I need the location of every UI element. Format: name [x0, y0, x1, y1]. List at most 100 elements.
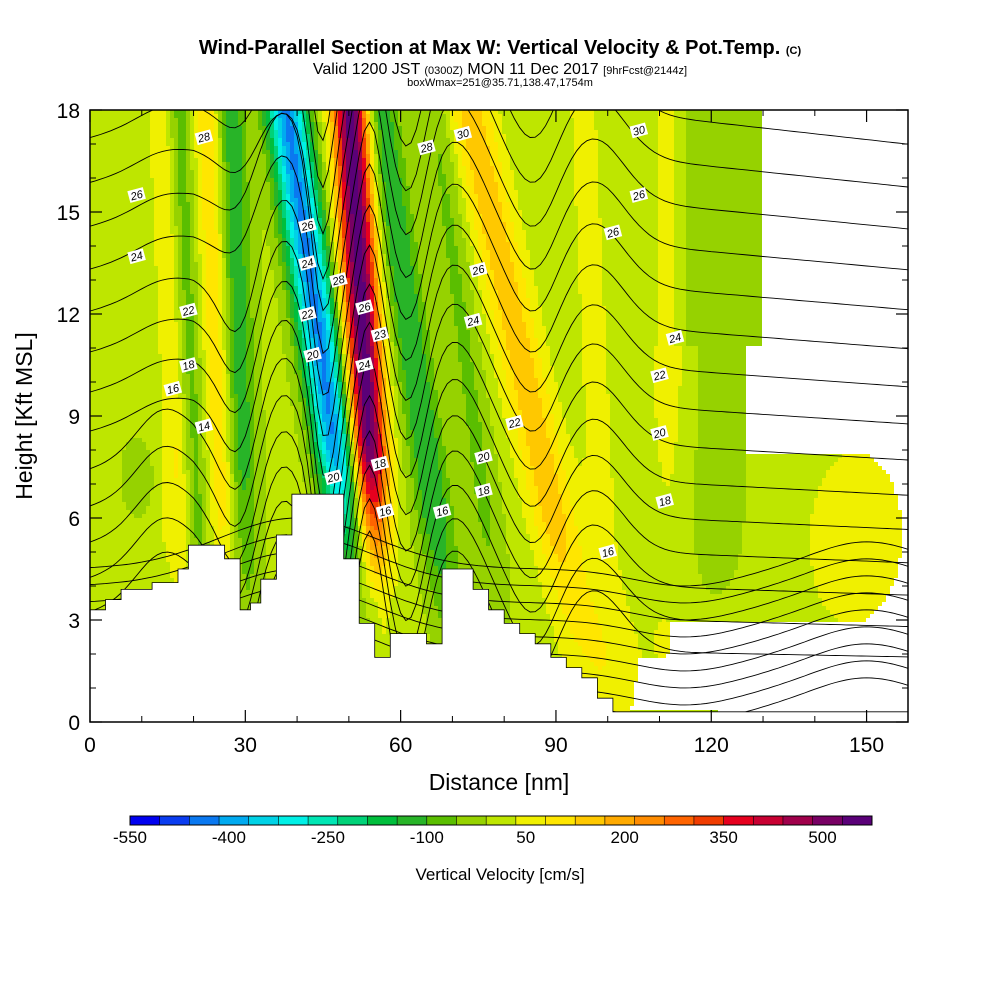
field-cell — [578, 254, 602, 258]
field-cell — [322, 114, 326, 118]
field-cell — [166, 126, 170, 130]
field-cell — [658, 146, 674, 150]
field-cell — [658, 302, 674, 306]
copyright-mark: (C) — [785, 45, 802, 57]
field-cell — [222, 230, 226, 234]
field-cell — [326, 442, 338, 446]
field-cell — [318, 346, 322, 350]
field-cell — [474, 258, 482, 262]
field-cell — [246, 386, 254, 390]
field-cell — [498, 142, 506, 146]
field-cell — [494, 270, 514, 274]
field-cell — [182, 278, 190, 282]
field-cell — [290, 230, 294, 234]
field-cell — [318, 410, 322, 414]
field-cell — [282, 158, 286, 162]
field-cell — [450, 266, 458, 270]
field-cell — [266, 126, 270, 130]
field-cell — [434, 358, 458, 362]
field-cell — [514, 426, 526, 430]
field-cell — [154, 234, 174, 238]
field-cell — [230, 402, 234, 406]
field-cell — [218, 322, 222, 326]
field-cell — [490, 258, 510, 262]
field-cell — [586, 430, 610, 434]
field-cell — [190, 426, 198, 430]
field-cell — [226, 274, 230, 278]
field-cell — [438, 390, 462, 394]
field-cell — [522, 274, 534, 278]
field-cell — [434, 378, 462, 382]
field-cell — [334, 306, 338, 310]
field-cell — [314, 130, 318, 134]
field-cell — [394, 430, 402, 434]
field-cell — [178, 290, 186, 294]
field-cell — [354, 402, 358, 406]
field-cell — [242, 158, 246, 162]
field-cell — [378, 214, 382, 218]
field-cell — [390, 410, 394, 414]
field-cell — [214, 166, 218, 170]
field-cell — [362, 422, 366, 426]
field-cell — [498, 394, 510, 398]
field-cell — [326, 274, 330, 278]
field-cell — [318, 110, 322, 114]
field-cell — [298, 302, 302, 306]
field-cell — [190, 150, 194, 154]
field-cell — [442, 222, 454, 226]
field-cell — [350, 246, 354, 250]
field-cell — [254, 406, 262, 410]
field-cell — [222, 430, 226, 434]
field-cell — [202, 142, 214, 146]
field-cell — [238, 402, 250, 406]
field-cell — [458, 190, 462, 194]
field-cell — [386, 430, 390, 434]
field-cell — [302, 286, 306, 290]
field-cell — [382, 258, 386, 262]
field-cell — [290, 394, 298, 398]
field-cell — [498, 306, 522, 310]
field-cell — [362, 414, 366, 418]
field-cell — [406, 438, 414, 442]
field-cell — [306, 110, 310, 114]
field-cell — [382, 210, 386, 214]
field-cell — [654, 374, 682, 378]
field-cell — [326, 334, 330, 338]
field-cell — [534, 366, 542, 370]
field-cell — [190, 406, 198, 410]
field-cell — [266, 178, 274, 182]
field-cell — [206, 266, 218, 270]
field-cell — [334, 338, 338, 342]
field-cell — [306, 198, 310, 202]
field-cell — [218, 178, 222, 182]
field-cell — [354, 418, 358, 422]
field-cell — [226, 410, 230, 414]
field-cell — [226, 190, 230, 194]
field-cell — [462, 182, 466, 186]
field-cell — [174, 298, 178, 302]
field-cell — [654, 346, 682, 350]
field-cell — [90, 350, 158, 354]
field-cell — [482, 366, 494, 370]
field-cell — [266, 134, 270, 138]
field-cell — [370, 334, 374, 338]
field-cell — [270, 166, 274, 170]
field-cell — [578, 258, 602, 262]
field-cell — [434, 422, 442, 426]
field-cell — [254, 438, 266, 442]
field-cell — [174, 254, 178, 258]
field-cell — [202, 274, 206, 278]
field-cell — [262, 326, 282, 330]
field-cell — [162, 378, 178, 382]
field-cell — [362, 178, 366, 182]
field-cell — [414, 286, 422, 290]
field-cell — [226, 202, 230, 206]
field-cell — [478, 238, 486, 242]
field-cell — [298, 362, 302, 366]
field-cell — [394, 338, 402, 342]
field-cell — [274, 290, 286, 294]
field-cell — [402, 402, 410, 406]
field-cell — [234, 330, 246, 334]
field-cell — [674, 206, 686, 210]
field-cell — [686, 250, 762, 254]
